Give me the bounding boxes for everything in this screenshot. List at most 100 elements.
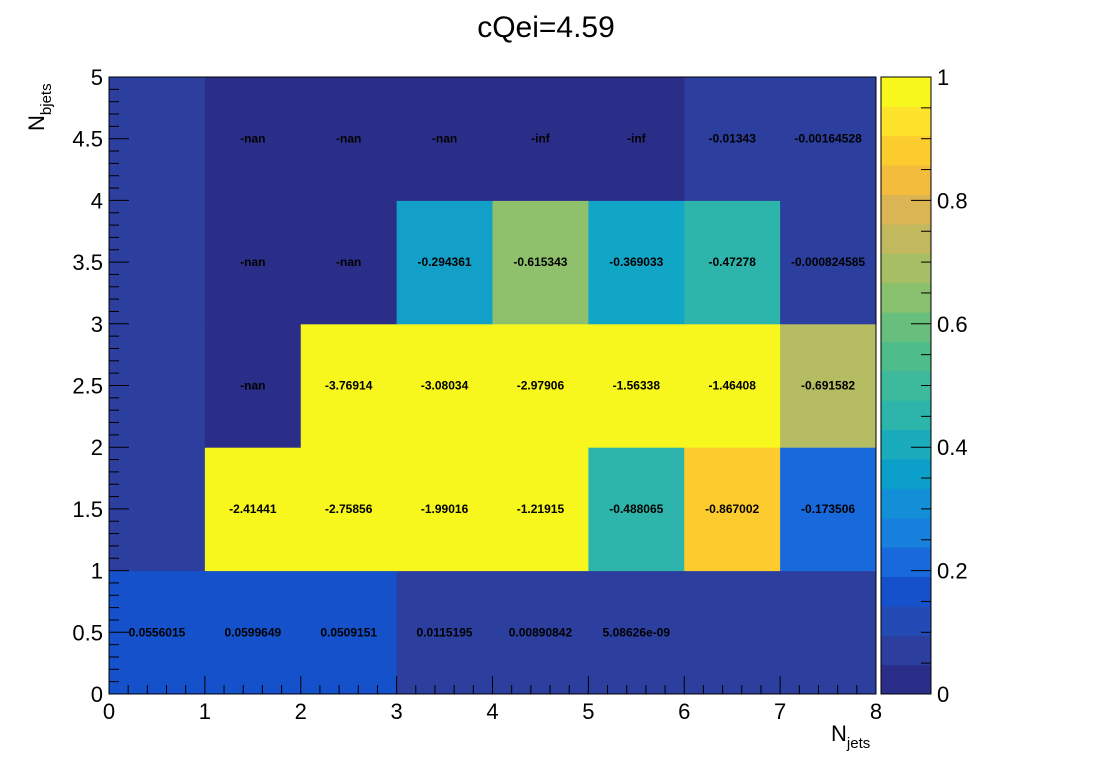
y-tick-label: 3 (91, 312, 103, 337)
cell-value-label: -inf (627, 132, 647, 146)
cell-value-label: -1.99016 (421, 502, 469, 516)
color-scale-swatch (881, 312, 931, 342)
x-tick-label: 2 (295, 699, 307, 724)
color-scale-swatch (881, 341, 931, 372)
heatmap-cell (492, 77, 589, 201)
cell-value-label: -0.691582 (801, 379, 855, 393)
cell-value-label: 5.08626e-09 (603, 625, 671, 639)
cell-value-label: -nan (240, 132, 265, 146)
heatmap-cell (396, 447, 493, 572)
x-tick-label: 6 (678, 699, 690, 724)
color-scale-swatch (881, 400, 931, 431)
heatmap-cell (204, 447, 302, 572)
heatmap-cell (684, 323, 781, 448)
heatmap-cell-labels: 0.0556015 0.0599649 0.0509151 0.0115195 0.00… (129, 132, 866, 640)
y-tick-label: 4.5 (72, 127, 103, 152)
cell-value-label: -2.41441 (229, 502, 277, 516)
cell-value-label: -nan (432, 132, 457, 146)
heatmap-cell (780, 200, 877, 325)
cell-value-label: -1.21915 (517, 502, 565, 516)
heatmap-cell (300, 570, 398, 695)
color-scale-tick-label: 0.2 (937, 559, 968, 584)
heatmap-cell (492, 447, 589, 572)
color-scale-swatch (881, 165, 931, 196)
heatmap-cell (588, 77, 685, 201)
color-scale-swatch (881, 635, 931, 666)
cell-value-label: -nan (336, 132, 361, 146)
cell-value-label: -0.000824585 (791, 255, 865, 269)
color-scale-tick-label: 0 (937, 682, 949, 707)
cell-value-label: -3.08034 (421, 379, 469, 393)
cell-value-label: -nan (240, 255, 265, 269)
color-scale-swatch (881, 194, 931, 225)
cell-value-label: -nan (336, 255, 361, 269)
cell-value-label: -0.00164528 (794, 132, 862, 146)
cell-value-label: -0.867002 (705, 502, 759, 516)
y-tick-label: 4 (91, 188, 103, 213)
heatmap-cell (684, 447, 781, 572)
heatmap-cell (588, 323, 685, 448)
cell-value-label: 0.00890842 (509, 625, 573, 639)
color-scale-swatch (881, 429, 931, 460)
color-scale-swatch (881, 77, 931, 107)
cell-value-label: 0.0599649 (224, 625, 281, 639)
y-tick-label: 2 (91, 435, 103, 460)
color-scale-swatch (881, 517, 931, 548)
cell-value-label: 0.0509151 (320, 625, 377, 639)
color-scale-swatch (881, 664, 931, 695)
cell-value-label: -0.01343 (709, 132, 757, 146)
cell-value-label: -0.294361 (418, 255, 472, 269)
heatmap-cell (588, 200, 685, 325)
color-scale-swatch (881, 282, 931, 313)
cell-value-label: -0.47278 (709, 255, 757, 269)
heatmap-cell (204, 77, 302, 201)
heatmap-cell (396, 323, 493, 448)
x-axis-label-sub: jets (846, 735, 870, 752)
color-scale-axis: 0 0.2 0.4 0.6 0.8 1 (911, 65, 968, 707)
y-axis-label-sub: bjets (38, 83, 55, 115)
chart-title: cQei=4.59 (477, 11, 615, 44)
color-scale-swatch (881, 547, 931, 577)
heatmap-cell (300, 200, 398, 325)
y-tick-label: 2.5 (72, 374, 103, 399)
y-tick-label: 5 (91, 65, 103, 90)
x-axis-label: Njets (831, 721, 870, 752)
y-tick-label: 0 (91, 682, 103, 707)
y-axis: 0 0.5 1 1.5 2 2.5 3 3.5 4 4.5 5 (72, 65, 129, 707)
color-scale-bar (880, 76, 932, 695)
x-tick-label: 3 (391, 699, 403, 724)
heatmap-cell (492, 200, 589, 325)
cell-value-label: -inf (531, 132, 551, 146)
heatmap-cell (204, 570, 302, 695)
heatmap-cell (684, 570, 781, 695)
color-scale-tick-label: 0.6 (937, 312, 968, 337)
color-scale-swatch (881, 488, 931, 519)
heatmap-cell (396, 77, 493, 201)
heatmap-cell (300, 447, 398, 572)
x-tick-label: 8 (870, 699, 882, 724)
y-tick-label: 3.5 (72, 250, 103, 275)
heatmap-cell (204, 200, 302, 325)
x-tick-label: 7 (774, 699, 786, 724)
cell-value-label: -0.369033 (609, 255, 663, 269)
color-scale-swatch (881, 605, 931, 636)
color-scale-swatch (881, 223, 931, 254)
x-tick-label: 4 (486, 699, 498, 724)
cell-value-label: -0.488065 (609, 502, 663, 516)
heatmap-cell (204, 323, 302, 448)
cell-value-label: -0.173506 (801, 502, 855, 516)
x-tick-label: 0 (103, 699, 115, 724)
y-tick-label: 1 (91, 559, 103, 584)
heatmap-cell (300, 77, 398, 201)
x-tick-label: 1 (199, 699, 211, 724)
x-axis: 0 1 2 3 4 5 6 7 8 (103, 676, 882, 724)
color-scale-swatch (881, 458, 931, 489)
cell-value-label: -3.76914 (325, 379, 373, 393)
color-scale-tick-label: 1 (937, 65, 949, 90)
cell-value-label: -nan (240, 379, 265, 393)
heatmap-cell (588, 570, 685, 695)
heatmap-cell (492, 323, 589, 448)
x-axis-label-main: N (831, 721, 847, 746)
color-scale-swatch (881, 135, 931, 166)
